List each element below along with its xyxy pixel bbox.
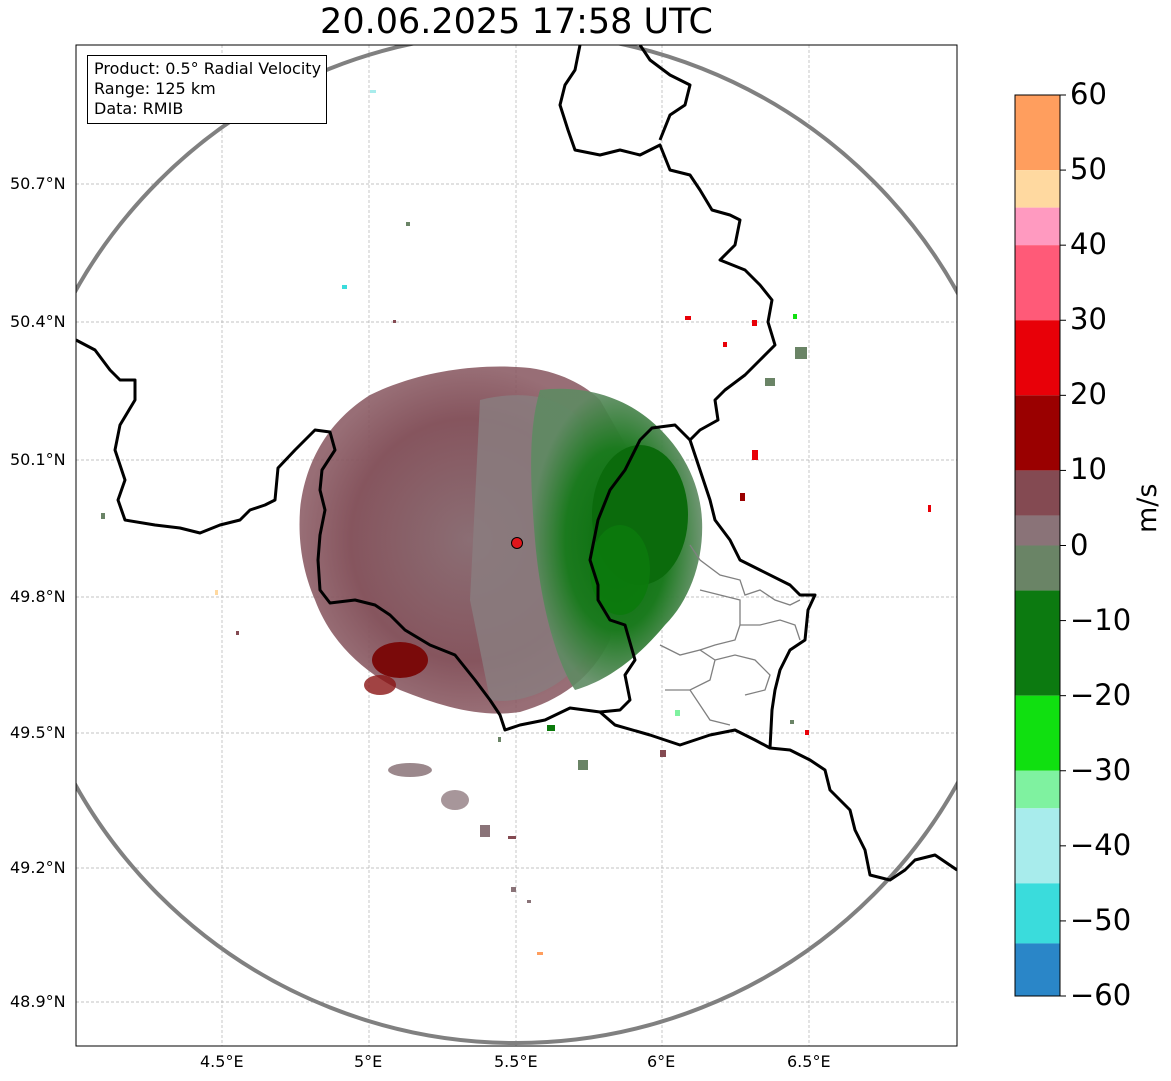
product-info-box: Product: 0.5° Radial Velocity Range: 125…: [87, 55, 328, 124]
colorbar-tick-label: 20: [1070, 377, 1107, 412]
national-borders: [76, 45, 957, 882]
lon-label: 5.5°E: [494, 1052, 538, 1071]
colorbar: [1015, 95, 1060, 996]
lon-label: 4.5°E: [200, 1052, 244, 1071]
lat-label: 49.5°N: [10, 723, 66, 742]
info-range: Range: 125 km: [94, 79, 216, 98]
colorbar-unit-label: m/s: [1132, 483, 1163, 533]
colorbar-segment: [1015, 170, 1060, 208]
lat-label: 50.7°N: [10, 174, 66, 193]
colorbar-segment: [1015, 395, 1060, 471]
colorbar-segment: [1015, 545, 1060, 591]
colorbar-tick-label: 10: [1070, 452, 1107, 487]
colorbar-segment: [1015, 808, 1060, 884]
colorbar-segment: [1015, 590, 1060, 696]
radar-site-marker: [511, 537, 523, 549]
colorbar-segment: [1015, 770, 1060, 809]
colorbar-tick-label: 0: [1070, 527, 1089, 562]
colorbar-tick-label: −20: [1070, 677, 1132, 712]
lat-label: 50.1°N: [10, 450, 66, 469]
colorbar-tick-label: 30: [1070, 302, 1107, 337]
map-title: 20.06.2025 17:58 UTC: [320, 2, 713, 42]
colorbar-segment: [1015, 95, 1060, 171]
colorbar-segment: [1015, 943, 1060, 996]
colorbar-segment: [1015, 470, 1060, 516]
colorbar-tick-label: −30: [1070, 752, 1132, 787]
lat-label: 49.2°N: [10, 858, 66, 877]
lon-label: 6°E: [647, 1052, 676, 1071]
lon-label: 6.5°E: [787, 1052, 831, 1071]
lat-label: 49.8°N: [10, 587, 66, 606]
admin-borders: [659, 544, 801, 726]
colorbar-segment: [1015, 245, 1060, 321]
colorbar-tick-label: −50: [1070, 902, 1132, 937]
colorbar-tick-label: −60: [1070, 978, 1132, 1012]
colorbar-tick-label: −10: [1070, 602, 1132, 637]
colorbar-tick-label: 50: [1070, 152, 1107, 187]
lon-label: 5°E: [354, 1052, 383, 1071]
plot-frame: [75, 44, 958, 1047]
range-ring: [76, 45, 957, 1045]
colorbar-segment: [1015, 695, 1060, 771]
colorbar-ticks: [1060, 94, 1066, 997]
colorbar-segment: [1015, 320, 1060, 396]
colorbar-segment: [1015, 515, 1060, 546]
colorbar-segment: [1015, 207, 1060, 246]
info-source: Data: RMIB: [94, 99, 184, 118]
radar-echoes: [101, 90, 931, 955]
colorbar-tick-label: 40: [1070, 227, 1107, 262]
info-product: Product: 0.5° Radial Velocity: [94, 59, 322, 78]
lat-label: 50.4°N: [10, 312, 66, 331]
lat-label: 48.9°N: [10, 992, 66, 1011]
colorbar-tick-label: −40: [1070, 827, 1132, 862]
colorbar-tick-label: 60: [1070, 77, 1107, 111]
colorbar-segment: [1015, 883, 1060, 944]
